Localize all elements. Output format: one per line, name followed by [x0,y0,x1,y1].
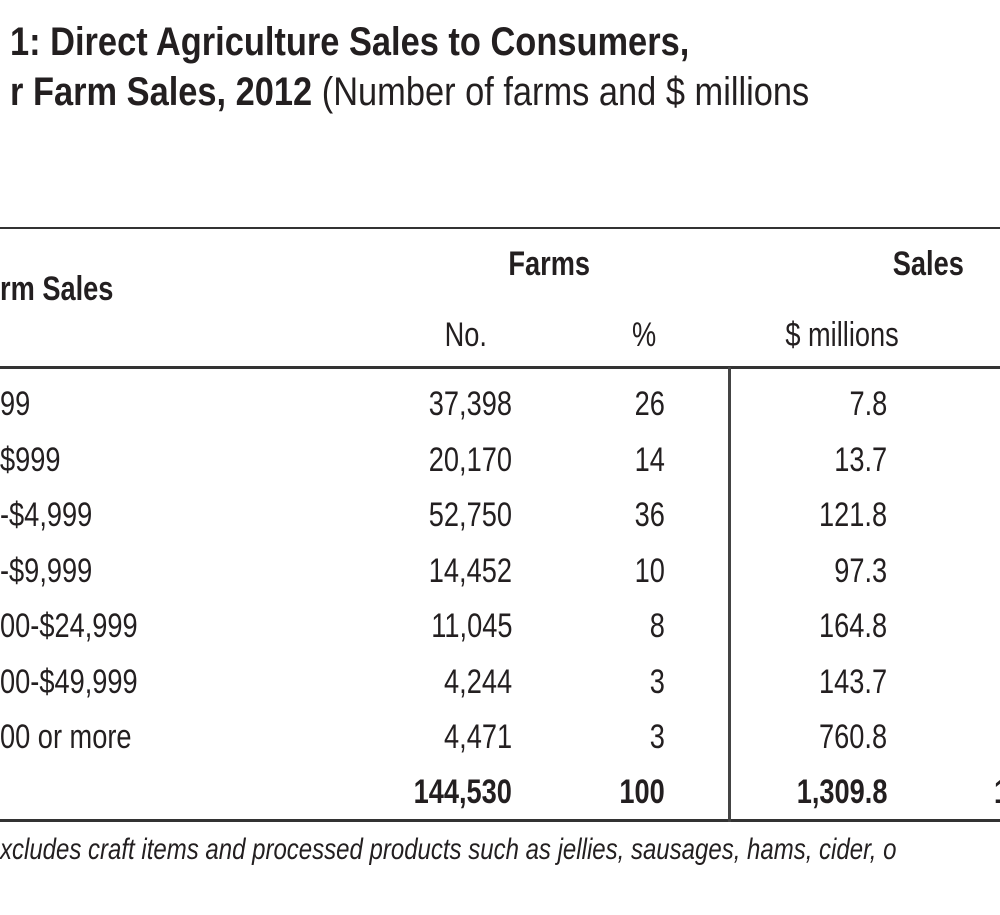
row-label: $999 [0,440,61,479]
farms-no-header: No. [444,316,487,354]
row-label: -$4,999 [0,496,93,534]
total-sales: 1,309.8 [796,773,887,811]
table-title-line1: 1: Direct Agriculture Sales to Consumers… [10,20,690,64]
row-sales: 13.7 [834,440,887,479]
farms-pct-header: % [631,316,656,354]
row-label: 99 [0,385,31,423]
row-sales: 121.8 [818,496,887,534]
row-label: 00 or more [0,718,132,756]
row-sales: 7.8 [849,385,887,423]
row-sales: 143.7 [818,662,887,701]
row-farms-pct: 8 [649,607,665,645]
row-farms-no: 37,398 [428,385,512,423]
column-divider [728,367,731,822]
row-farms-no: 52,750 [428,496,512,534]
row-label: 00-$24,999 [0,607,138,645]
table-title-line2: r Farm Sales, 2012 (Number of farms and … [10,70,810,114]
header-rule [0,366,1000,369]
top-rule [0,227,1000,229]
row-farms-no: 4,244 [443,662,512,701]
row-label: -$9,999 [0,551,93,590]
row-farms-no: 11,045 [430,607,512,645]
bottom-rule [0,819,1000,822]
sales-group-header: Sales [892,245,964,283]
row-farms-no: 20,170 [428,440,512,479]
total-no: 144,530 [413,773,512,811]
row-farms-pct: 3 [649,662,665,701]
row-sales: 164.8 [818,607,887,645]
label-column-header: rm Sales [0,270,114,308]
row-farms-pct: 26 [634,385,665,423]
row-sales: 760.8 [818,718,887,756]
row-farms-pct: 3 [649,718,665,756]
total-pct: 100 [619,773,665,811]
row-sales: 97.3 [834,551,887,590]
row-label: 00-$49,999 [0,662,138,701]
row-farms-no: 14,452 [428,551,512,590]
row-farms-pct: 14 [634,440,665,479]
row-farms-no: 4,471 [443,718,512,756]
row-farms-pct: 10 [634,551,665,590]
total-extra: 1 [994,773,1000,812]
sales-millions-header: $ millions [785,316,899,354]
footnote: xcludes craft items and processed produc… [0,833,897,866]
farms-group-header: Farms [508,245,590,283]
row-farms-pct: 36 [634,496,665,534]
